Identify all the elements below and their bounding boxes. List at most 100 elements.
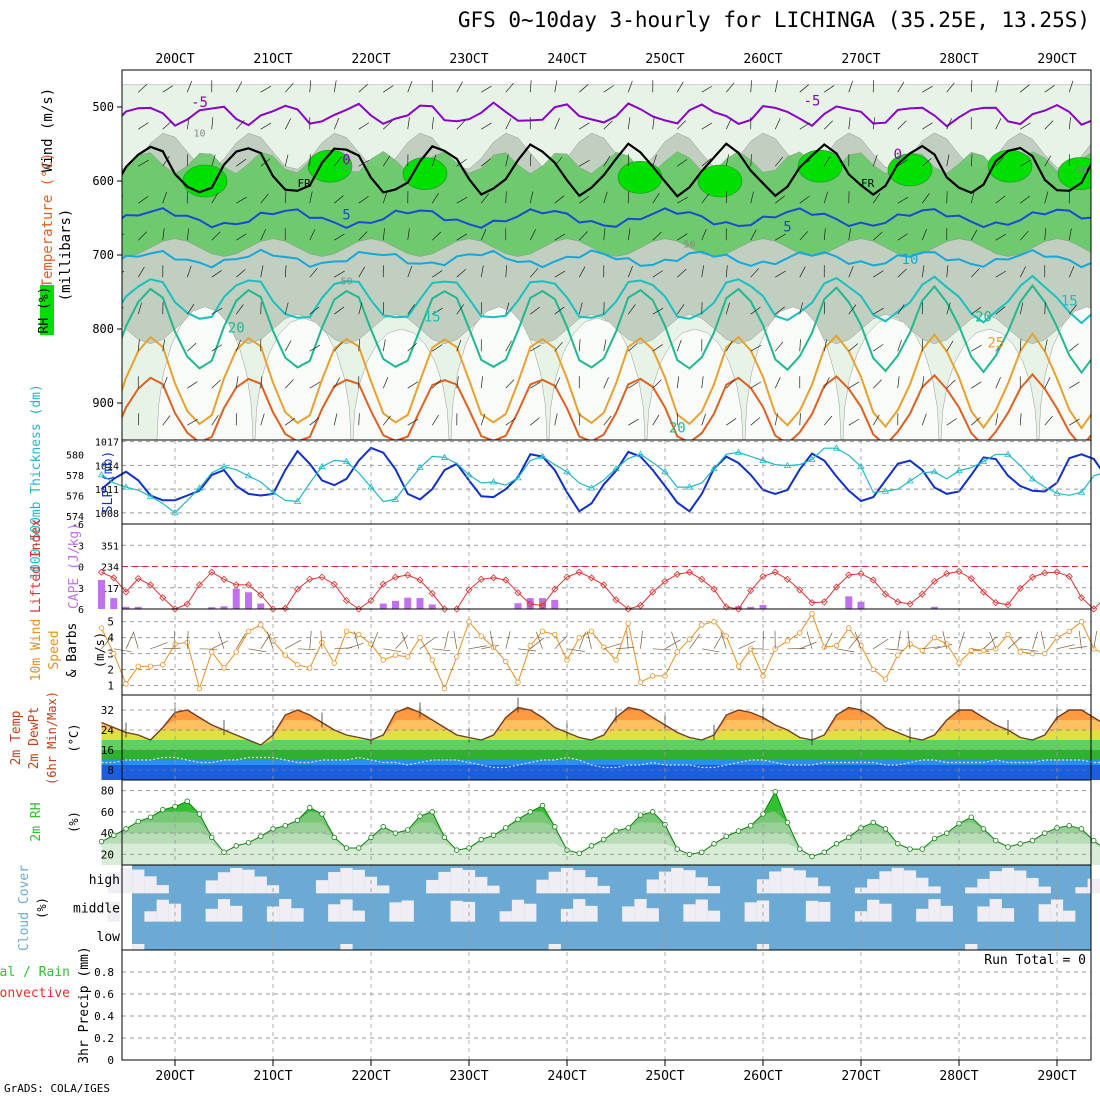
wind-barb (701, 228, 707, 241)
cloud-middle-bar (989, 899, 1002, 922)
wind-barb (824, 120, 833, 130)
wind-speed-marker (833, 642, 840, 649)
cape-bar (428, 604, 436, 609)
cloud-high-bar (377, 885, 390, 894)
lifted-marker (404, 571, 412, 579)
wind-speed-marker (895, 652, 901, 658)
lifted-marker (563, 573, 571, 581)
rh-moist-pocket (697, 164, 743, 198)
temp-color-band (101, 710, 1100, 745)
rh2m-marker (748, 822, 754, 829)
rh2m-marker (405, 827, 411, 833)
slp-tick-label: 1017 (95, 438, 119, 449)
wind-barb-10m (983, 636, 997, 650)
wind-speed-marker (711, 619, 717, 625)
wind-barb (1094, 415, 1100, 425)
cloud-high-bar (242, 869, 255, 894)
cloud-high-bar (818, 886, 831, 894)
cape-tick-label: 117 (101, 584, 119, 595)
wind-barb (676, 304, 685, 315)
wind-barb (652, 270, 663, 278)
wind-barb (284, 118, 292, 130)
isotherm-minus5 (122, 101, 1091, 128)
cloud-middle-bar (401, 900, 414, 922)
wind-speed-marker (1042, 650, 1048, 657)
wind-barb-10m (958, 631, 965, 649)
cloud-middle-bar (524, 903, 537, 922)
wind-barb (823, 155, 831, 167)
wind-barb (431, 117, 434, 130)
time-label-top: 25OCT (645, 52, 684, 67)
wind-barb (162, 120, 172, 130)
wind-barb (971, 306, 982, 315)
cape-bar (735, 606, 742, 609)
lifted-marker (783, 575, 792, 583)
wind-barb-10m (738, 640, 756, 650)
lifted-tick-label: -6 (72, 520, 84, 531)
wind-barb (1069, 418, 1080, 426)
wind-barb (652, 154, 657, 167)
wind-barb (432, 379, 442, 389)
rh2m-marker (515, 816, 521, 823)
wind-barb (824, 85, 835, 93)
rh2m-marker (919, 846, 925, 852)
wind-barb-10m (799, 641, 817, 650)
cloud-high-bar (646, 879, 659, 894)
thickness-marker (465, 471, 473, 478)
lifted-tick-label: 6 (78, 605, 84, 616)
wind-speed-marker (674, 649, 680, 655)
wind-barb (333, 413, 338, 426)
wind-barb (676, 339, 682, 352)
cloud-middle-bar (928, 899, 941, 922)
rh2m-marker (356, 845, 362, 851)
wind-speed-marker (343, 628, 350, 634)
wind-barb (1020, 122, 1031, 130)
lifted-marker (195, 581, 204, 589)
wind-barb (162, 191, 167, 204)
cloud-middle-bar (977, 906, 990, 922)
wind-speed-marker (441, 685, 448, 692)
wind-barb (603, 191, 608, 204)
wind-barb (995, 377, 1001, 389)
wind-barb-10m (133, 631, 139, 649)
wind-barb (725, 82, 735, 93)
cloud-middle-bar (144, 911, 157, 922)
thickness-marker (808, 455, 816, 462)
thickness-marker (489, 478, 498, 485)
wind-barb (554, 270, 566, 278)
wind-barb (701, 158, 712, 167)
rh2m-marker (931, 835, 938, 842)
wind-barb (358, 339, 361, 352)
isotherm-30 (122, 372, 1091, 440)
wind-speed-marker (466, 619, 472, 625)
rh2m-color-band (101, 822, 1100, 857)
wind-barb (971, 381, 982, 389)
lifted-marker (930, 577, 939, 585)
thickness-marker (318, 462, 326, 470)
wind-barb-10m (720, 631, 727, 649)
wind-barb-10m (823, 632, 833, 649)
wind-barb-10m (640, 630, 643, 649)
rh2m-marker (380, 824, 386, 830)
lifted-marker (159, 594, 167, 602)
wind-speed-marker (735, 663, 742, 670)
lifted-marker (134, 574, 142, 583)
cloud-middle-bar (634, 899, 647, 922)
wind-barb (1068, 304, 1077, 315)
cloud-middle-bar (1001, 908, 1015, 922)
wind-barb (235, 304, 244, 315)
thickness-marker (979, 457, 988, 464)
wind-barb (407, 265, 413, 278)
cloud-high-bar (364, 876, 378, 894)
rh-dry-plume (450, 306, 548, 440)
wind-barb (873, 379, 882, 389)
wind-barb-10m (848, 634, 861, 650)
wind-barb-10m (432, 648, 451, 652)
lifted-marker (440, 605, 449, 613)
thickness-tick-label: 574 (66, 512, 84, 523)
wind-speed-marker (699, 622, 705, 628)
wind-barb (456, 269, 467, 278)
precip-tick-label: 0.8 (94, 966, 114, 979)
temp-axis-label-2: 2m DewPt (27, 707, 42, 770)
thickness-marker (244, 472, 253, 479)
